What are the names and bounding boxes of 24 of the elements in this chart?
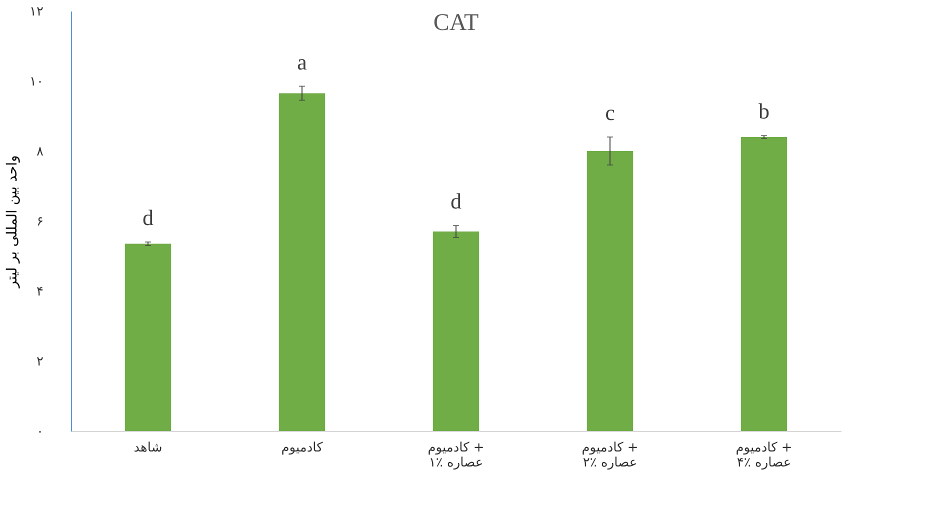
y-tick-label: ۰ <box>36 424 44 440</box>
x-tick-label: شاهد <box>134 440 162 456</box>
bar <box>586 151 634 431</box>
annotation: d <box>142 205 154 230</box>
y-tick-label: ۸ <box>36 144 44 160</box>
x-tick-label: کادمیوم + ۲٪ عصاره <box>582 440 638 470</box>
annotation: c <box>605 100 616 125</box>
y-tick-label: ۲ <box>36 354 44 370</box>
annotation: b <box>758 98 770 124</box>
chart-title: CAT <box>433 10 480 36</box>
y-tick-label: ۶ <box>36 214 44 230</box>
bar <box>278 93 326 431</box>
annotation: d <box>450 188 462 214</box>
y-tick-label: ۱۲ <box>30 4 44 20</box>
bar <box>740 137 788 431</box>
x-tick-label: کادمیوم + ۱٪ عصاره <box>428 440 484 470</box>
x-tick-label: کادمیوم <box>281 440 324 456</box>
y-axis-title: واحد بین المللی بر لیتر <box>4 155 21 289</box>
y-tick-label: ۱۰ <box>30 74 44 90</box>
y-tick-label: ۴ <box>36 284 44 300</box>
x-tick-label: کادمیوم + ۴٪ عصاره <box>736 440 792 470</box>
annotation: a <box>297 49 308 74</box>
bar <box>124 244 172 431</box>
bar <box>432 232 480 431</box>
